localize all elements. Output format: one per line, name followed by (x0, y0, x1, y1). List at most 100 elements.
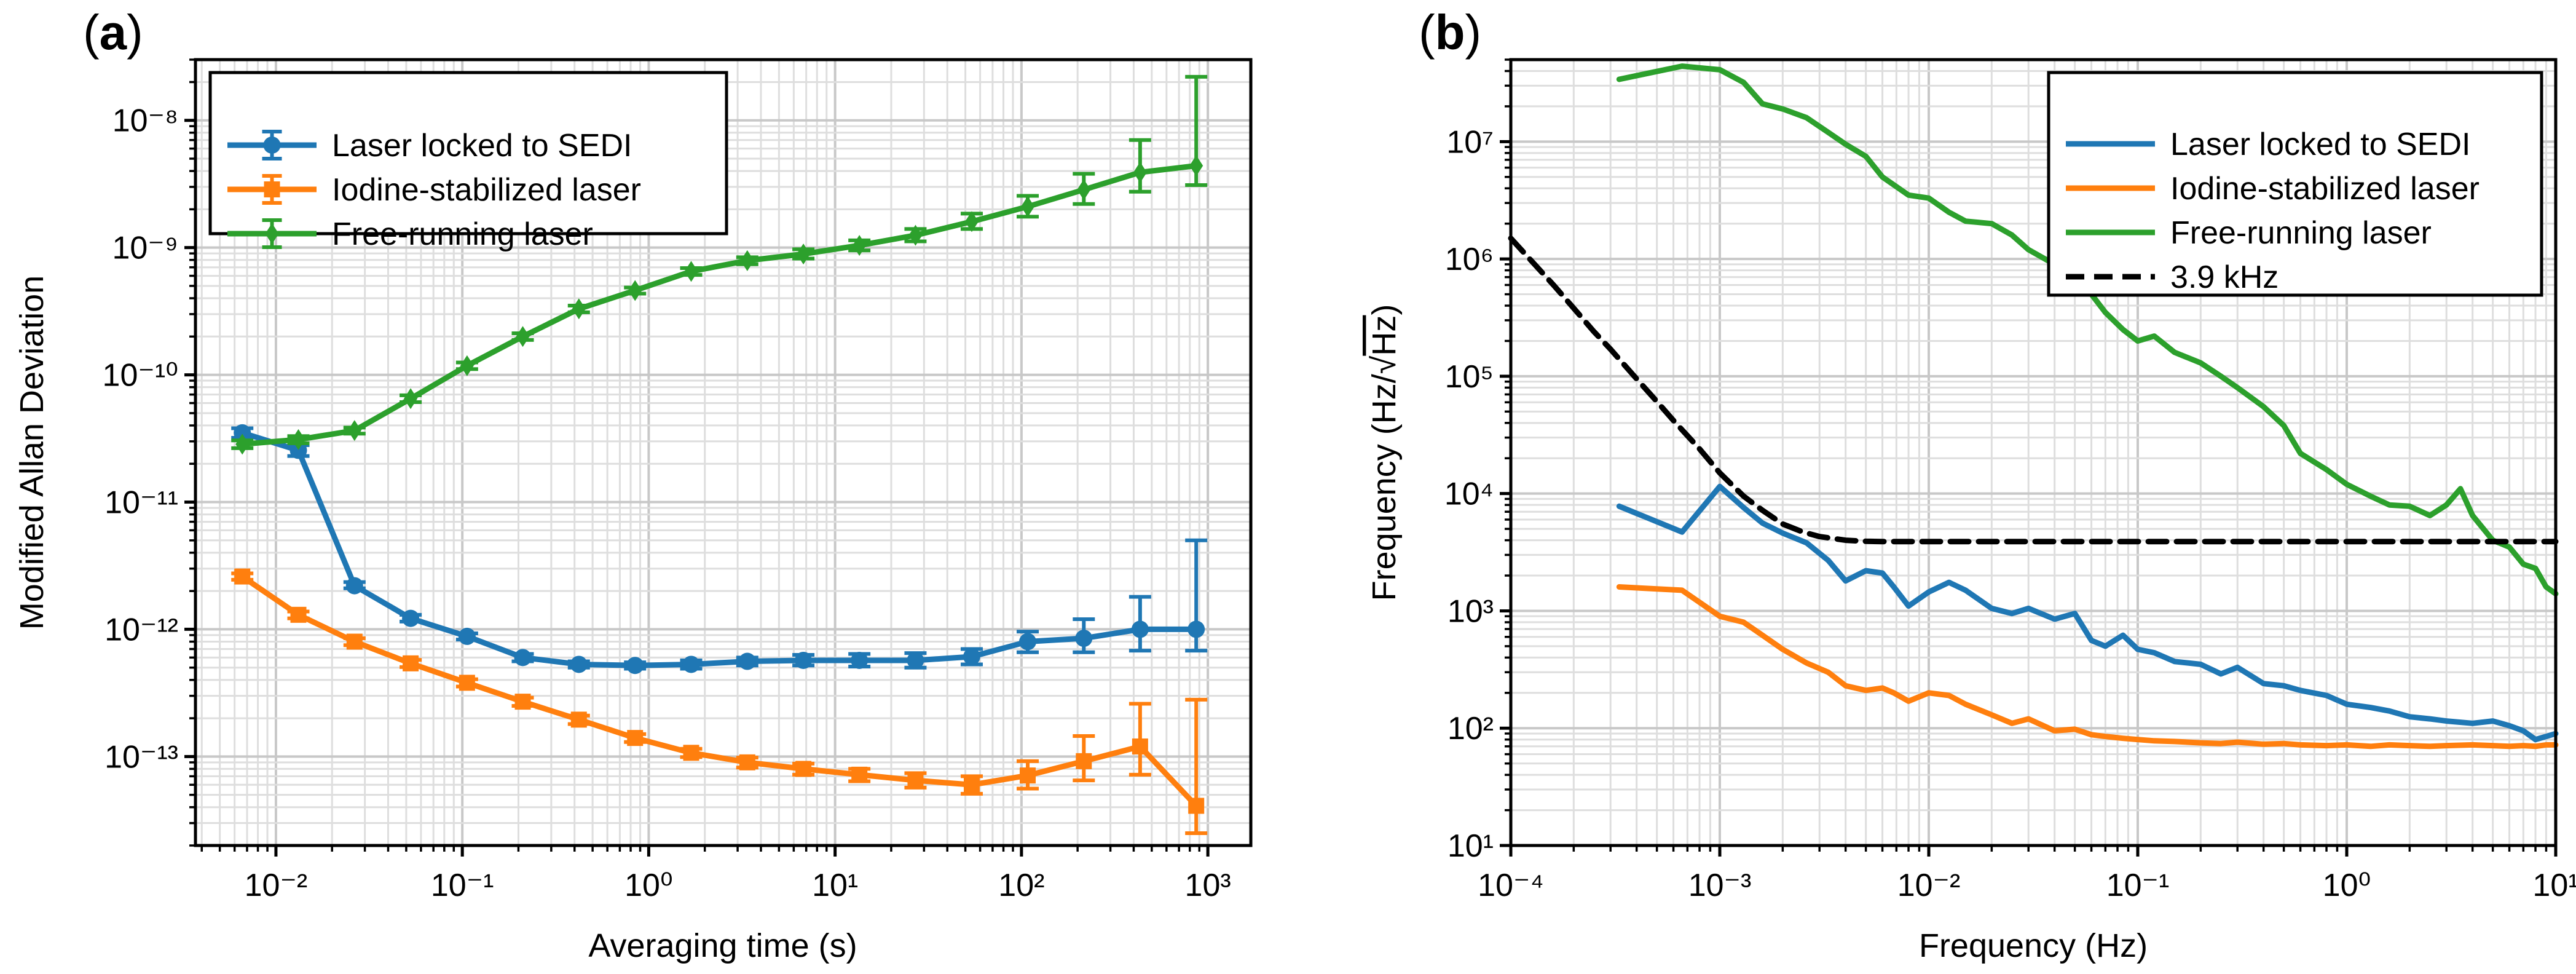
panel-b-label: (b) (1419, 5, 1481, 60)
panel-a-frame (194, 58, 1253, 847)
panel-a: (a) 10⁻² 10⁻¹ 10⁰ 10¹ 10² 10³10⁻¹³10⁻¹²10⁻¹¹1… (14, 5, 1253, 964)
data-point-a-0 (1075, 630, 1093, 647)
panel-b-ylabel: Frequency (Hz/√Hz) (1366, 304, 1403, 601)
panel-a-xlabel: Averaging time (s) (588, 927, 857, 964)
data-point-a-1 (514, 694, 531, 710)
panel-b-ylabel-root: Hz (1366, 315, 1403, 356)
panel-a-series (231, 74, 1208, 835)
legend-marker (263, 137, 281, 154)
data-point-a-2 (908, 224, 923, 246)
data-point-a-0 (402, 609, 420, 627)
data-point-a-0 (1019, 633, 1037, 651)
legend-label: Laser locked to SEDI (2170, 127, 2470, 162)
data-point-a-1 (1132, 738, 1148, 754)
a-xtick-label: 10⁻² (245, 868, 308, 903)
data-point-a-0 (738, 652, 756, 670)
a-xtick-label: 10¹ (812, 868, 858, 903)
panel-b: (b) 10⁻⁴ 10⁻³ 10⁻² 10⁻¹ 10⁰ 10¹10¹10²10³10⁴10… (1366, 5, 2576, 964)
data-point-a-2 (740, 250, 754, 271)
data-point-a-0 (907, 651, 924, 669)
data-point-a-1 (1076, 753, 1092, 769)
series-line-b-0 (1616, 483, 2559, 743)
a-ytick-label: 10⁻⁸ (112, 103, 178, 139)
data-point-a-1 (570, 711, 587, 728)
data-point-a-2 (516, 326, 530, 347)
data-point-a-2 (964, 211, 979, 232)
panel-a-ylabel: Modified Allan Deviation (14, 275, 50, 630)
data-point-a-2 (1133, 162, 1147, 183)
panel-b-legend: Laser locked to SEDI Iodine-stabilized la… (2047, 71, 2543, 297)
panel-b-frame (1509, 58, 2558, 847)
data-point-a-2 (572, 298, 586, 320)
data-point-a-1 (739, 754, 755, 770)
data-point-a-2 (347, 420, 361, 441)
legend-label: Free-running laser (332, 216, 593, 252)
data-point-a-1 (1020, 767, 1036, 784)
data-point-a-1 (907, 772, 924, 789)
a-xtick-label: 10⁰ (624, 868, 673, 903)
data-point-a-0 (290, 441, 307, 459)
data-point-a-2 (291, 429, 305, 450)
data-point-a-1 (346, 633, 363, 650)
series-line-a-1 (239, 574, 1199, 809)
data-point-a-2 (460, 355, 474, 376)
data-point-a-0 (795, 651, 813, 669)
b-ytick-label: 10⁷ (1446, 124, 1494, 160)
legend-frame (208, 71, 728, 236)
data-point-a-0 (626, 657, 644, 675)
panel-b-ticks: 10⁻⁴ 10⁻³ 10⁻² 10⁻¹ 10⁰ 10¹ 10¹ 10² 10³ 10⁴ 10⁵ 10⁶… (1444, 58, 2576, 903)
panel-a-label: (a) (83, 5, 143, 60)
data-point-a-2 (797, 244, 811, 265)
data-point-a-0 (234, 424, 251, 441)
data-point-a-0 (514, 649, 532, 667)
series-line-b-1 (1616, 584, 2559, 750)
b-xtick-label: 10⁻³ (1688, 868, 1752, 903)
b-xtick-label: 10⁻⁴ (1478, 868, 1544, 903)
data-point-a-2 (404, 388, 418, 410)
b-ytick-label: 10⁵ (1445, 359, 1494, 395)
panel-b-ylabel-sqrt: √ (1366, 355, 1403, 374)
legend-label: Iodine-stabilized laser (2170, 171, 2479, 207)
data-point-a-0 (570, 655, 588, 673)
panel-b-ylabel-suffix: ) (1366, 304, 1403, 315)
data-point-a-1 (683, 745, 699, 761)
b-ytick-label: 10⁴ (1444, 477, 1494, 512)
b-xtick-label: 10⁻² (1897, 868, 1961, 903)
a-ytick-label: 10⁻⁹ (112, 231, 178, 266)
series-line-a-0 (239, 430, 1199, 668)
data-point-a-0 (851, 651, 869, 669)
data-point-a-1 (627, 730, 644, 746)
legend-label: 3.9 kHz (2170, 259, 2279, 295)
data-point-a-1 (1188, 798, 1205, 814)
series-line-b-3 (1508, 236, 2559, 545)
data-point-a-2 (1021, 196, 1035, 217)
b-xtick-label: 10¹ (2532, 868, 2576, 903)
data-point-a-0 (458, 627, 476, 645)
data-point-a-1 (403, 655, 419, 671)
b-xtick-label: 10⁰ (2323, 868, 2371, 903)
data-point-a-0 (1131, 620, 1149, 638)
panel-b-ylabel-prefix: Frequency (Hz/ (1366, 374, 1403, 601)
panel-a-ticks: 10⁻² 10⁻¹ 10⁰ 10¹ 10² 10³ 10⁻¹³ 10⁻¹² 10⁻¹¹ 10⁻¹⁰… (103, 58, 1231, 903)
panel-b-series (1508, 63, 2559, 750)
legend-label: Free-running laser (2170, 215, 2432, 251)
data-point-a-1 (795, 761, 812, 777)
legend-label: Laser locked to SEDI (332, 128, 632, 164)
data-point-a-2 (853, 235, 867, 256)
data-point-a-1 (963, 777, 980, 793)
a-ytick-label: 10⁻¹³ (104, 739, 178, 775)
data-point-a-0 (682, 655, 700, 673)
data-point-a-1 (851, 766, 868, 783)
a-ytick-label: 10⁻¹⁰ (103, 358, 178, 394)
a-xtick-label: 10⁻¹ (431, 868, 494, 903)
a-xtick-label: 10³ (1185, 868, 1231, 903)
a-ytick-label: 10⁻¹¹ (104, 485, 178, 521)
legend-frame (2047, 71, 2543, 297)
b-ytick-label: 10³ (1448, 593, 1494, 629)
svg-text:Frequency (Hz/√Hz): Frequency (Hz/√Hz) (1366, 304, 1403, 601)
legend-marker (265, 223, 279, 244)
panel-a-legend: Laser locked to SEDI Iodine-stabilized la… (208, 71, 728, 252)
data-point-a-1 (234, 568, 251, 585)
legend-marker (264, 181, 280, 197)
